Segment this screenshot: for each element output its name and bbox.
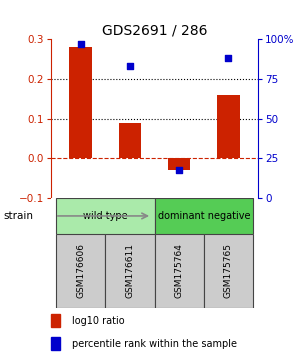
- Bar: [217, 95, 239, 159]
- Bar: [204, 234, 253, 308]
- Bar: [70, 47, 92, 159]
- Point: [128, 63, 132, 69]
- Text: GSM176611: GSM176611: [125, 243, 134, 298]
- Bar: [56, 198, 154, 234]
- Text: GSM176606: GSM176606: [76, 243, 85, 298]
- Text: dominant negative: dominant negative: [158, 211, 250, 221]
- Text: strain: strain: [3, 211, 33, 221]
- Bar: [119, 122, 141, 159]
- Text: percentile rank within the sample: percentile rank within the sample: [72, 339, 237, 349]
- Text: wild type: wild type: [83, 211, 128, 221]
- Bar: [51, 314, 60, 327]
- Title: GDS2691 / 286: GDS2691 / 286: [102, 24, 207, 38]
- Point: [226, 55, 231, 61]
- Bar: [154, 198, 253, 234]
- Bar: [51, 337, 60, 350]
- Point: [177, 167, 182, 172]
- Text: log10 ratio: log10 ratio: [72, 316, 124, 326]
- Text: GSM175765: GSM175765: [224, 243, 233, 298]
- Bar: [56, 234, 105, 308]
- Bar: [105, 234, 154, 308]
- Bar: [168, 159, 190, 170]
- Bar: [154, 234, 204, 308]
- Text: GSM175764: GSM175764: [175, 243, 184, 298]
- Point: [78, 41, 83, 46]
